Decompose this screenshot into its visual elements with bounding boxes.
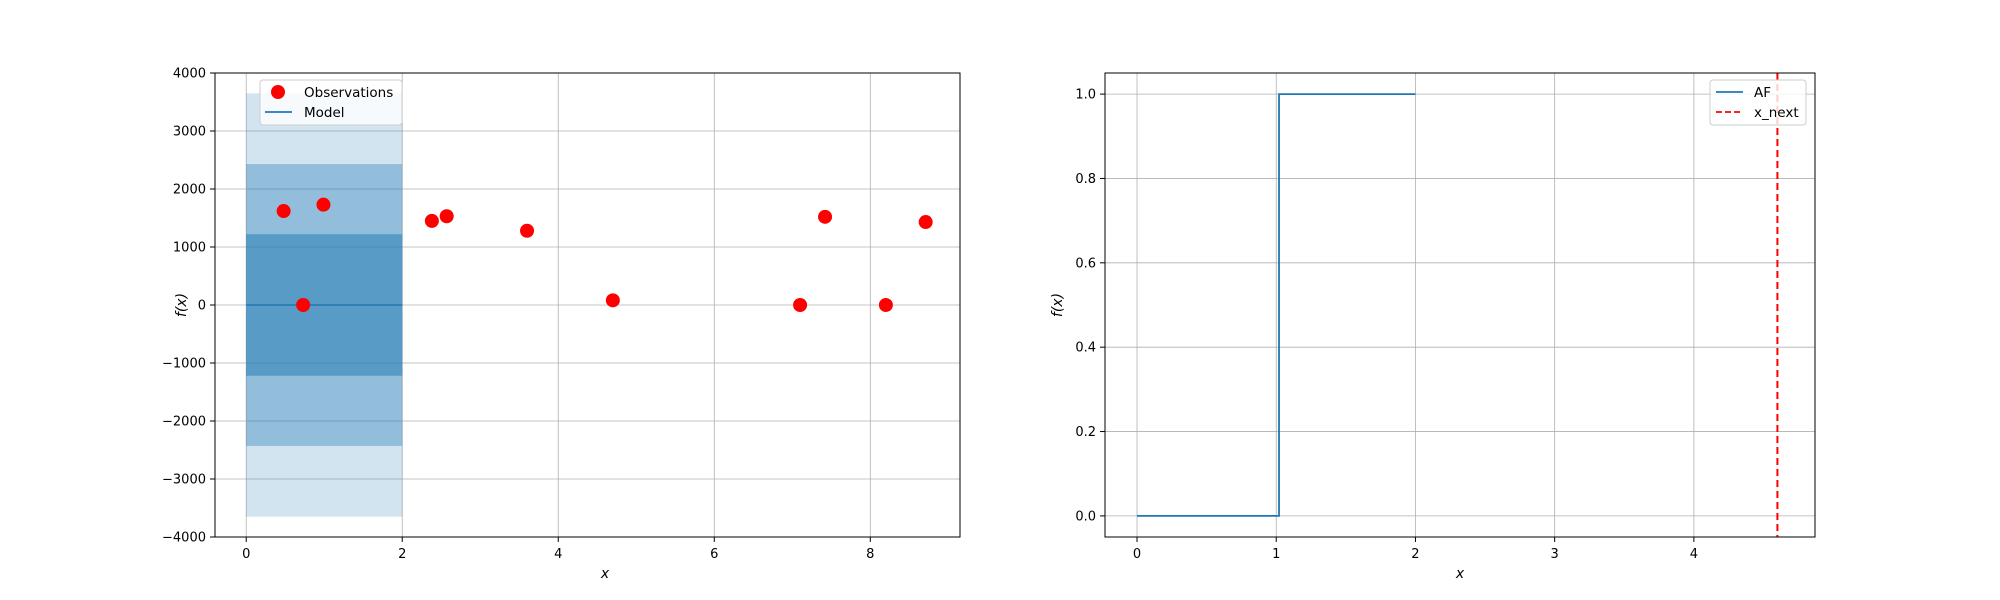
acquisition-plot: 0 1 2 3 4 0.0 0.2 0.4 0.6 0.8 1.0 x f(x) AF x_nex… xyxy=(1050,72,1816,582)
legend-observations-label: Observations xyxy=(304,85,393,101)
x-axis-label: x xyxy=(1455,566,1465,582)
x-tick-label: 4 xyxy=(1690,547,1698,562)
model-plot: 0 2 4 6 8 −4000 −3000 −2000 −1000 0 1000 2000 3000 4… xyxy=(162,67,961,582)
observation-point xyxy=(793,298,808,312)
legend-observations-marker xyxy=(271,85,285,99)
y-tick-label: −3000 xyxy=(162,473,206,488)
y-ticks: 0.0 0.2 0.4 0.6 0.8 1.0 xyxy=(1075,88,1105,524)
x-tick-label: 2 xyxy=(1411,547,1419,562)
plot-area xyxy=(1105,73,1815,537)
axes-frame xyxy=(1104,72,1816,538)
observation-point xyxy=(878,298,893,312)
y-axis-label: f(x) xyxy=(1050,293,1066,317)
observation-point xyxy=(316,197,331,212)
y-tick-label: 0.0 xyxy=(1075,509,1096,524)
y-tick-label: −4000 xyxy=(162,531,206,546)
legend-model-label: Model xyxy=(304,105,345,121)
x-tick-label: 3 xyxy=(1551,547,1559,562)
x-tick-label: 6 xyxy=(710,547,718,562)
y-ticks: −4000 −3000 −2000 −1000 0 1000 2000 3000 4000 xyxy=(162,67,215,546)
x-tick-label: 1 xyxy=(1272,547,1280,562)
observation-point xyxy=(520,223,535,238)
af-curve xyxy=(1137,93,1416,517)
x-tick-label: 2 xyxy=(398,547,406,562)
y-tick-label: 0.8 xyxy=(1075,172,1096,187)
y-tick-label: 0.6 xyxy=(1075,256,1096,271)
x-ticks: 0 2 4 6 8 xyxy=(242,537,874,562)
observation-point xyxy=(276,204,291,219)
observation-point xyxy=(918,215,933,230)
y-tick-label: 3000 xyxy=(173,125,206,140)
legend: Observations Model xyxy=(259,79,403,126)
legend-af-label: AF xyxy=(1754,85,1771,101)
y-tick-label: −2000 xyxy=(162,415,206,430)
observation-point xyxy=(605,293,620,308)
x-ticks: 0 1 2 3 4 xyxy=(1133,537,1698,562)
y-tick-label: 2000 xyxy=(173,183,206,198)
y-tick-label: 4000 xyxy=(173,67,206,82)
x-tick-label: 4 xyxy=(554,547,562,562)
observation-point xyxy=(424,213,439,228)
observation-point xyxy=(818,209,833,224)
legend: AF x_next xyxy=(1709,79,1807,126)
y-tick-label: 1000 xyxy=(173,241,206,256)
y-tick-label: 1.0 xyxy=(1075,88,1096,103)
y-tick-label: −1000 xyxy=(162,357,206,372)
observation-points xyxy=(276,197,933,312)
af-line xyxy=(1137,93,1416,517)
y-tick-label: 0.2 xyxy=(1075,425,1096,440)
y-axis-label: f(x) xyxy=(174,293,190,317)
y-tick-label: 0.4 xyxy=(1075,341,1096,356)
observation-point xyxy=(439,209,454,224)
x-tick-label: 0 xyxy=(242,547,250,562)
x-tick-label: 8 xyxy=(866,547,874,562)
x-axis-label: x xyxy=(600,566,610,582)
x-tick-label: 0 xyxy=(1133,547,1141,562)
observation-point xyxy=(296,298,311,312)
legend-x-next-label: x_next xyxy=(1754,105,1799,121)
legend-box xyxy=(259,79,403,126)
y-tick-label: 0 xyxy=(198,299,206,314)
